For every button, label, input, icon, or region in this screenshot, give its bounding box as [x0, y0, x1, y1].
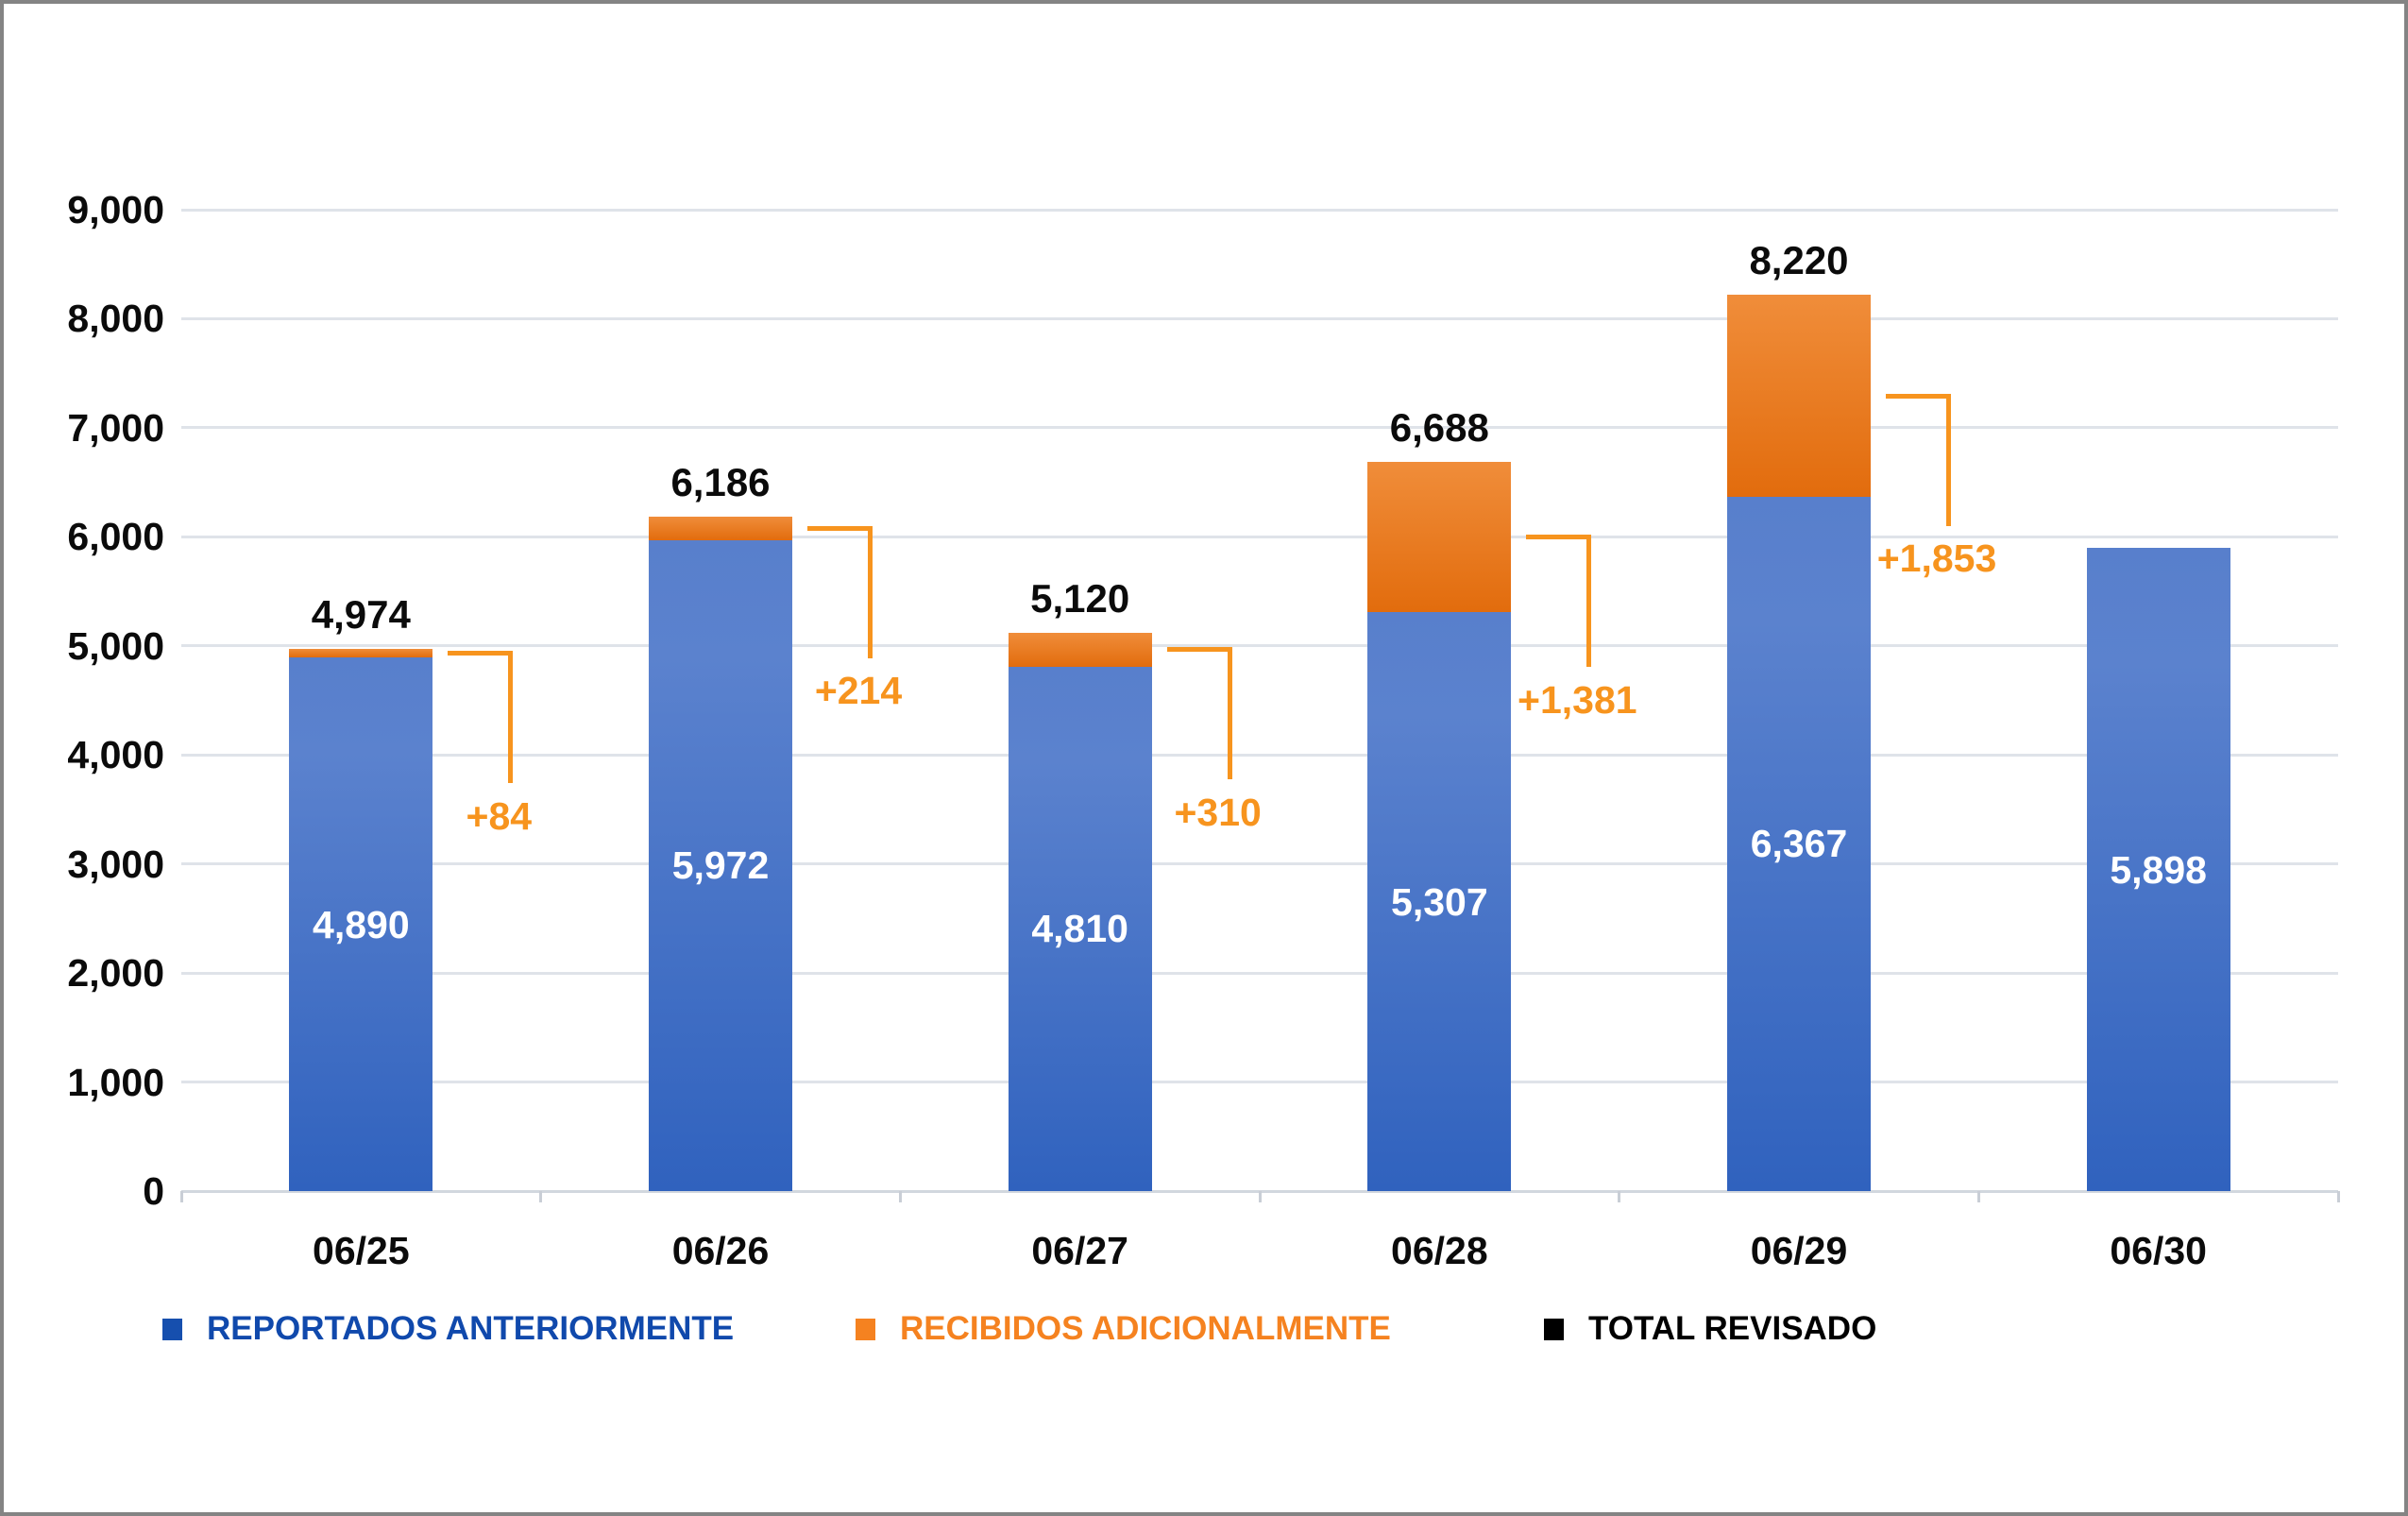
- legend-label: REPORTADOS ANTERIORMENTE: [207, 1310, 735, 1347]
- delta-label: +84: [466, 793, 533, 838]
- delta-label: +1,853: [1876, 537, 1997, 580]
- x-axis-label: 06/27: [1031, 1229, 1128, 1272]
- legend-swatch: [1544, 1318, 1564, 1340]
- bar-segment-previously-reported: [1727, 496, 1871, 1191]
- x-axis-label: 06/30: [2110, 1229, 2207, 1272]
- bar-segment-additionally-received: [1008, 632, 1152, 667]
- x-axis-tick: [898, 1191, 902, 1202]
- y-tick-label: 5,000: [67, 623, 164, 668]
- y-tick-label: 4,000: [67, 733, 164, 777]
- bar-segment-additionally-received: [1367, 461, 1512, 613]
- delta-callout-bracket: [1166, 647, 1232, 780]
- delta-callout-bracket: [448, 651, 514, 784]
- legend-item: TOTAL REVISADO: [1544, 1310, 1876, 1348]
- bar-segment-additionally-received: [1727, 295, 1871, 497]
- gridline: [181, 862, 2338, 866]
- bar-segment-previously-reported: [2086, 548, 2230, 1191]
- x-axis-tick: [1258, 1191, 1262, 1202]
- gridline: [181, 644, 2338, 648]
- gridline: [181, 208, 2338, 212]
- y-tick-label: 0: [143, 1169, 164, 1213]
- y-tick-label: 8,000: [67, 297, 164, 341]
- bar-total-label: 6,186: [670, 459, 771, 504]
- y-tick-label: 2,000: [67, 951, 164, 996]
- bar-total-label: 4,974: [311, 591, 411, 637]
- delta-label: +310: [1174, 790, 1262, 834]
- x-axis-label: 06/29: [1750, 1229, 1848, 1272]
- bar-segment-additionally-received: [289, 648, 433, 658]
- gridline: [181, 753, 2338, 757]
- legend-label: TOTAL REVISADO: [1588, 1310, 1877, 1347]
- x-axis-label: 06/25: [313, 1229, 410, 1272]
- x-axis-tick: [539, 1191, 543, 1202]
- legend-item: RECIBIDOS ADICIONALMENTE: [856, 1310, 1391, 1348]
- y-tick-label: 9,000: [67, 188, 164, 231]
- delta-callout-bracket: [807, 525, 873, 658]
- bar-segment-previously-reported: [649, 539, 792, 1191]
- legend-swatch: [162, 1318, 182, 1340]
- bar-segment-previously-reported: [1367, 612, 1512, 1191]
- y-tick-label: 7,000: [67, 405, 164, 450]
- bar-value-label: 5,898: [2110, 847, 2207, 892]
- gridline: [181, 426, 2338, 430]
- delta-label: +214: [814, 669, 903, 713]
- x-axis-label: 06/26: [671, 1229, 770, 1272]
- x-axis-tick: [2336, 1191, 2340, 1202]
- bar-total-label: 8,220: [1749, 238, 1849, 283]
- x-axis-tick: [1618, 1191, 1621, 1202]
- bar-segment-previously-reported: [1008, 666, 1152, 1191]
- delta-label: +1,381: [1518, 677, 1637, 722]
- delta-callout-bracket: [1886, 393, 1951, 526]
- delta-callout-bracket: [1526, 535, 1592, 668]
- y-tick-label: 3,000: [67, 842, 164, 886]
- bar-value-label: 5,307: [1391, 879, 1488, 924]
- bar-value-label: 6,367: [1750, 822, 1848, 866]
- bar-segment-previously-reported: [289, 657, 433, 1191]
- y-tick-label: 6,000: [67, 515, 164, 559]
- bar-value-label: 4,810: [1031, 907, 1128, 951]
- plot-area: 4,890 4,974 +84 5,972 6,186 +214 4,810 5,120 +31…: [179, 208, 2340, 1202]
- legend-label: RECIBIDOS ADICIONALMENTE: [900, 1310, 1391, 1347]
- gridline: [181, 535, 2338, 538]
- x-axis-tick: [1976, 1191, 1980, 1202]
- bar-total-label: 6,688: [1389, 404, 1489, 450]
- bar-value-label: 4,890: [313, 902, 410, 946]
- legend: REPORTADOS ANTERIORMENTE RECIBIDOS ADICIO…: [4, 1310, 2404, 1357]
- legend-swatch: [856, 1318, 875, 1340]
- y-tick-label: 1,000: [67, 1060, 164, 1104]
- bar-segment-additionally-received: [649, 516, 792, 540]
- x-axis-label: 06/28: [1391, 1229, 1488, 1272]
- bar-total-label: 5,120: [1030, 575, 1130, 621]
- x-axis-tick: [179, 1191, 183, 1202]
- gridline: [181, 1081, 2338, 1084]
- legend-item: REPORTADOS ANTERIORMENTE: [162, 1310, 734, 1348]
- gridline: [181, 316, 2338, 320]
- gridline: [181, 971, 2338, 975]
- bar-value-label: 5,972: [671, 843, 770, 888]
